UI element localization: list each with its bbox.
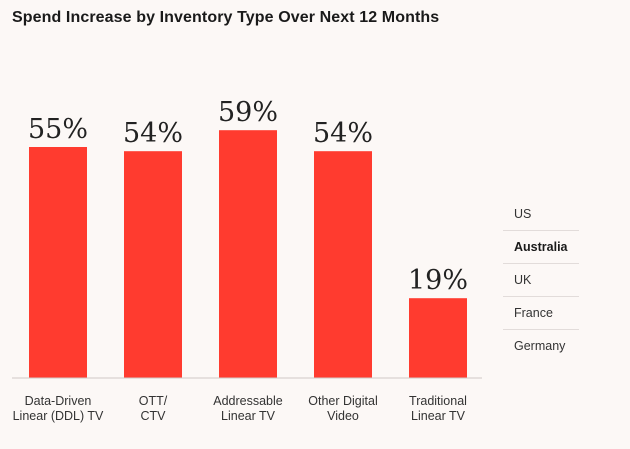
category-label-1-line-0: OTT/ <box>139 394 168 408</box>
legend-item-germany[interactable]: Germany <box>514 339 566 353</box>
bar-2 <box>219 130 277 378</box>
category-label-2-line-1: Linear TV <box>221 409 276 423</box>
bar-4 <box>409 298 467 378</box>
bar-3 <box>314 151 372 378</box>
bar-value-label-1: 54% <box>123 118 183 149</box>
bar-value-label-0: 55% <box>28 114 88 145</box>
bar-1 <box>124 151 182 378</box>
legend-item-uk[interactable]: UK <box>503 264 579 297</box>
bar-value-label-3: 54% <box>313 118 373 149</box>
legend-item-france[interactable]: France <box>503 297 579 330</box>
bar-value-label-2: 59% <box>218 97 278 128</box>
category-label-0-line-1: Linear (DDL) TV <box>13 409 104 423</box>
category-label-1-line-1: CTV <box>141 409 167 423</box>
country-legend: US Australia UK France Germany <box>503 198 579 363</box>
category-label-4-line-1: Linear TV <box>411 409 466 423</box>
bar-0 <box>29 147 87 378</box>
chart-title: Spend Increase by Inventory Type Over Ne… <box>12 9 440 26</box>
category-label-2-line-0: Addressable <box>213 394 283 408</box>
legend-item-australia[interactable]: Australia <box>503 231 579 264</box>
category-label-3-line-0: Other Digital <box>308 394 377 408</box>
category-label-4-line-0: Traditional <box>409 394 467 408</box>
category-label-0-line-0: Data-Driven <box>25 394 92 408</box>
bars-layer <box>29 130 467 378</box>
legend-item-us[interactable]: US <box>503 198 579 231</box>
bar-value-label-4: 19% <box>408 265 468 296</box>
category-label-3-line-1: Video <box>327 409 359 423</box>
